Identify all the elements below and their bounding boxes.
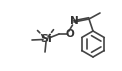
Text: Si: Si (40, 34, 52, 44)
Text: O: O (66, 29, 74, 39)
Text: N: N (70, 15, 78, 25)
